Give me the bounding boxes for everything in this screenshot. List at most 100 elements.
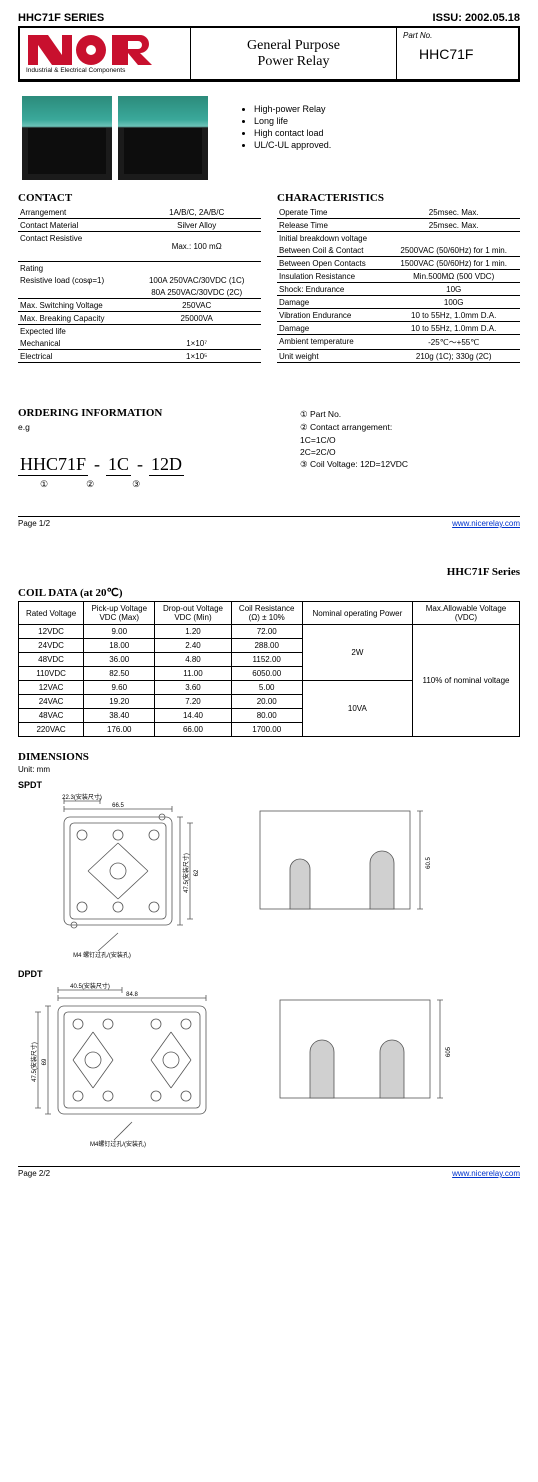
spec-value: 250VAC [132,299,261,312]
contact-heading: CONTACT [18,192,261,204]
coil-header: Nominal operating Power [302,602,412,625]
coil-cell: 80.00 [231,709,302,723]
header-box: Industrial & Electrical Components Gener… [18,26,520,82]
bullet-item: High-power Relay [254,104,520,114]
dpdt-drawings: 84.8 40.5(安装尺寸) 69 47.5(安装尺寸) M4螺钉过孔/(安装… [18,982,520,1152]
coil-cell: 4.80 [155,653,231,667]
bullet-item: Long life [254,116,520,126]
coil-cell: 12VAC [19,681,84,695]
coil-cell: 9.60 [84,681,155,695]
ordering-legend: ① Part No. ② Contact arrangement: 1C=1C/… [284,407,520,490]
ordering-nums: ① ② ③ [18,479,254,490]
title-line1: General Purpose [247,38,340,54]
coil-cell: 48VAC [19,709,84,723]
code-part-1: HHC71F [18,454,88,476]
coil-header: Max.Allowable Voltage(VDC) [412,602,519,625]
coil-power: 10VA [302,681,412,737]
coil-cell: 18.00 [84,639,155,653]
dim-w: 84.8 [126,992,138,998]
spec-value: 10 to 55Hz, 1.0mm D.A. [387,309,520,322]
coil-cell: 1152.00 [231,653,302,667]
dpdt-top-view: 84.8 40.5(安装尺寸) 69 47.5(安装尺寸) M4螺钉过孔/(安装… [18,982,238,1152]
spec-label: Shock: Endurance [277,283,387,296]
contact-table: Arrangement1A/B/C, 2A/B/CContact Materia… [18,206,261,363]
coil-cell: 1.20 [155,625,231,639]
spec-value: 2500VAC (50/60Hz) for 1 min. [387,244,520,257]
num-3: ③ [132,479,140,490]
spec-value: 1500VAC (50/60Hz) for 1 min. [387,257,520,270]
spec-label: Vibration Endurance [277,309,387,322]
coil-cell: 1700.00 [231,723,302,737]
spec-label: Operate Time [277,206,387,219]
dim-h2: 62 [194,869,200,876]
spec-value: 80A 250VAC/30VDC (2C) [132,286,261,299]
page-2: HHC71F Series COIL DATA (at 20℃) Rated V… [0,536,538,1186]
issue-label: ISSU: 2002.05.18 [433,12,520,24]
spec-label: Initial breakdown voltage [277,232,387,245]
spec-label: Max. Switching Voltage [18,299,132,312]
char-heading: CHARACTERISTICS [277,192,520,204]
spec-label: Expected life [18,325,132,338]
spdt-top-view: 66.5 22.3(安装尺寸) 47.5(安装尺寸) 62 M4 螺钉过孔/(安… [18,793,218,963]
contact-col: CONTACT Arrangement1A/B/C, 2A/B/CContact… [18,192,261,363]
product-photo-1 [22,96,112,180]
partno-label: Part No. [403,31,512,40]
spec-value: 100A 250VAC/30VDC (1C) [132,274,261,286]
legend-line: ③ Coil Voltage: 12D=12VDC [284,459,520,470]
coil-header: Rated Voltage [19,602,84,625]
coil-cell: 14.40 [155,709,231,723]
coil-cell: 12VDC [19,625,84,639]
dim-h: 47.5(安装尺寸) [30,1042,38,1082]
coil-cell: 72.00 [231,625,302,639]
page-num: Page 1/2 [18,519,50,528]
spec-value: 100G [387,296,520,309]
ordering-heading: ORDERING INFORMATION [18,407,254,419]
dpdt-label: DPDT [18,969,520,979]
coil-cell: 19.20 [84,695,155,709]
footer-link[interactable]: www.nicerelay.com [452,1169,520,1178]
ordering-section: ORDERING INFORMATION e.g HHC71F - 1C - 1… [18,407,520,490]
page-num: Page 2/2 [18,1169,50,1178]
coil-cell: 176.00 [84,723,155,737]
coil-cell: 6050.00 [231,667,302,681]
legend-line: ① Part No. [284,409,520,420]
spec-label: Electrical [18,350,132,363]
spec-label: Arrangement [18,206,132,219]
ordering-eg: e.g [18,422,254,432]
spec-label: Release Time [277,219,387,232]
footer-link[interactable]: www.nicerelay.com [452,519,520,528]
spec-value: 25msec. Max. [387,206,520,219]
num-1: ① [40,479,48,490]
coil-header: Coil Resistance(Ω) ± 10% [231,602,302,625]
series-label: HHC71F SERIES [18,12,104,24]
coil-power: 2W [302,625,412,681]
coil-table: Rated VoltagePick-up VoltageVDC (Max)Dro… [18,601,520,737]
coil-cell: 288.00 [231,639,302,653]
spec-value: 1A/B/C, 2A/B/C [132,206,261,219]
spec-label: Unit weight [277,350,387,363]
spec-value [387,232,520,245]
spec-label: Ambient temperature [277,335,387,350]
legend-line: 2C=2C/O [284,447,520,457]
spec-label [18,286,132,299]
dim-h2: 69 [42,1058,48,1065]
bullet-item: UL/C-UL approved. [254,140,520,150]
coil-cell: 36.00 [84,653,155,667]
coil-cell: 220VAC [19,723,84,737]
spec-columns: CONTACT Arrangement1A/B/C, 2A/B/CContact… [18,192,520,363]
spec-label: Mechanical [18,337,132,350]
spec-value: -25℃～+55℃ [387,335,520,350]
ordering-left: ORDERING INFORMATION e.g HHC71F - 1C - 1… [18,407,254,490]
coil-cell: 82.50 [84,667,155,681]
spec-value: 10 to 55Hz, 1.0mm D.A. [387,322,520,335]
legend-line: ② Contact arrangement: [284,422,520,433]
spec-value: Max.: 100 mΩ [132,232,261,262]
dim-w2: 40.5(安装尺寸) [70,982,110,990]
spec-label: Between Open Contacts [277,257,387,270]
coil-header: Pick-up VoltageVDC (Max) [84,602,155,625]
ncr-logo [26,33,156,67]
coil-header: Drop-out VoltageVDC (Min) [155,602,231,625]
code-part-2: 1C [106,454,131,476]
spec-label: Insulation Resistance [277,270,387,283]
code-part-3: 12D [149,454,184,476]
